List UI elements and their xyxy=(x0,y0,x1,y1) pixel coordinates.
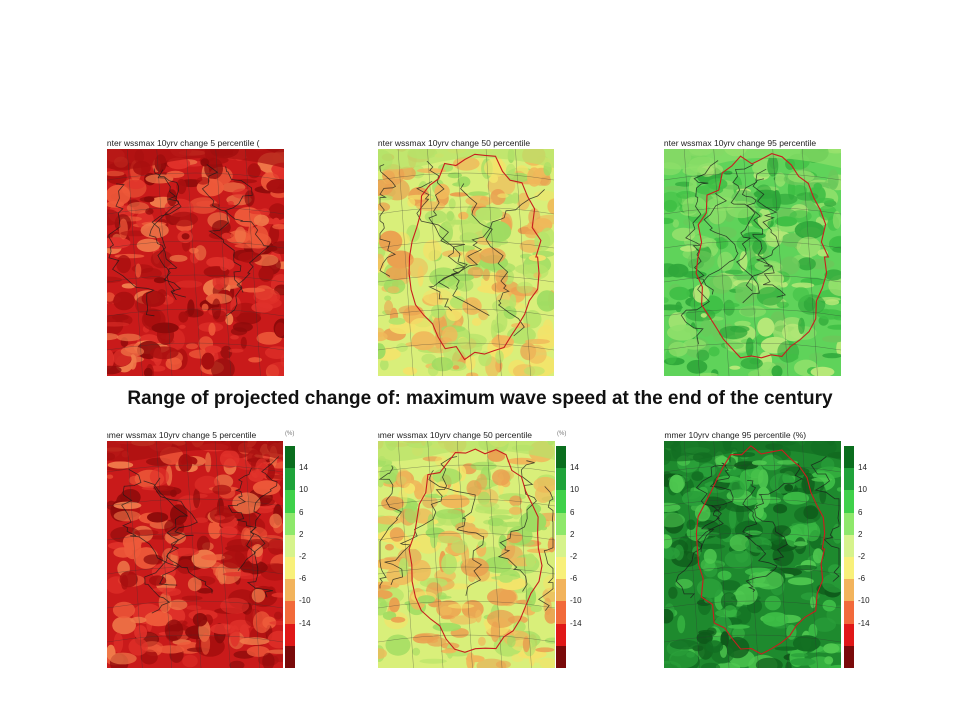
colorbar-swatch xyxy=(556,512,566,535)
colorbar-swatch xyxy=(556,468,566,491)
colorbar-label: 14 xyxy=(299,463,308,473)
colorbar-swatch xyxy=(844,512,854,535)
colorbar-label: -14 xyxy=(570,618,582,628)
colorbar-label: -6 xyxy=(858,574,866,584)
colorbar-swatch xyxy=(556,623,566,646)
colorbar-swatch xyxy=(285,557,295,580)
map-title: ummer wssmax 10yrv change 50 percentile xyxy=(378,430,555,441)
percent-unit: (%) xyxy=(557,431,567,437)
climate-map xyxy=(107,430,283,668)
colorbar-swatch xyxy=(556,490,566,513)
colorbar-swatch xyxy=(285,446,295,469)
colorbar-label: -2 xyxy=(299,552,307,561)
colorbar-label: 6 xyxy=(858,507,863,517)
colorbar-swatch xyxy=(556,601,566,624)
colorbar-label: -10 xyxy=(858,596,870,606)
colorbar-3: 14 10 6 2 -2 -6 -10 -14 xyxy=(844,446,884,668)
percent-unit: (%) xyxy=(285,431,295,437)
colorbar-swatch xyxy=(844,645,854,668)
colorbar-swatch xyxy=(285,534,295,557)
colorbar-swatch xyxy=(556,645,566,668)
colorbar-label: 2 xyxy=(858,529,863,539)
map-title: Summer 10yrv change 95 percentile (%) xyxy=(664,430,841,441)
colorbar-label: 14 xyxy=(570,463,579,473)
colorbar-label: 10 xyxy=(858,485,867,495)
colorbar-swatch xyxy=(285,623,295,646)
colorbar-swatch xyxy=(285,468,295,491)
colorbar-1: 14 10 6 2 -2 -6 -10 -14 xyxy=(285,446,325,668)
colorbar-swatch xyxy=(844,623,854,646)
colorbar-label: -6 xyxy=(570,574,578,584)
colorbar-swatch xyxy=(285,601,295,624)
colorbar-swatch xyxy=(844,534,854,557)
colorbar-swatch xyxy=(844,468,854,491)
map-panel-4: ummer wssmax 10yrv change 5 percentile xyxy=(107,430,283,668)
map-title: Winter wssmax 10yrv change 95 percentile xyxy=(664,138,841,149)
colorbar-label: -14 xyxy=(299,618,311,628)
map-title: ummer wssmax 10yrv change 5 percentile xyxy=(107,430,283,441)
colorbar-label: 2 xyxy=(570,529,575,539)
colorbar-label: -2 xyxy=(858,552,866,561)
colorbar-swatch xyxy=(844,446,854,469)
map-title: Winter wssmax 10yrv change 50 percentile xyxy=(378,138,554,149)
map-panel-6: Summer 10yrv change 95 percentile (%) xyxy=(664,430,841,668)
colorbar-label: 2 xyxy=(299,529,304,539)
colorbar-swatch xyxy=(285,579,295,602)
climate-map xyxy=(664,430,841,668)
colorbar-label: 14 xyxy=(858,463,867,473)
colorbar-swatch xyxy=(556,557,566,580)
colorbar-swatch xyxy=(844,490,854,513)
colorbar-2: 14 10 6 2 -2 -6 -10 -14 xyxy=(556,446,596,668)
climate-map xyxy=(378,430,555,668)
colorbar-swatch xyxy=(285,512,295,535)
colorbar-label: 10 xyxy=(299,485,308,495)
colorbar-label: -6 xyxy=(299,574,307,584)
figure-caption: Range of projected change of: maximum wa… xyxy=(127,388,833,409)
colorbar-label: 10 xyxy=(570,485,579,495)
colorbar-swatch xyxy=(285,490,295,513)
colorbar-label: -10 xyxy=(570,596,582,606)
map-panel-3: Winter wssmax 10yrv change 95 percentile xyxy=(664,138,841,376)
colorbar-swatch xyxy=(285,645,295,668)
colorbar-label: -2 xyxy=(570,552,578,561)
colorbar-swatch xyxy=(844,557,854,580)
colorbar-label: 6 xyxy=(570,507,575,517)
climate-map xyxy=(664,138,841,376)
colorbar-swatch xyxy=(556,446,566,469)
map-title: Winter wssmax 10yrv change 5 percentile … xyxy=(107,138,284,149)
colorbar-label: -10 xyxy=(299,596,311,606)
map-panel-2: Winter wssmax 10yrv change 50 percentile xyxy=(378,138,554,376)
climate-map xyxy=(107,138,284,376)
climate-map xyxy=(378,138,554,376)
colorbar-label: 6 xyxy=(299,507,304,517)
colorbar-label: -14 xyxy=(858,618,870,628)
map-panel-1: Winter wssmax 10yrv change 5 percentile … xyxy=(107,138,284,376)
colorbar-swatch xyxy=(844,601,854,624)
colorbar-swatch xyxy=(556,579,566,602)
map-panel-5: ummer wssmax 10yrv change 50 percentile xyxy=(378,430,555,668)
colorbar-swatch xyxy=(844,579,854,602)
colorbar-swatch xyxy=(556,534,566,557)
